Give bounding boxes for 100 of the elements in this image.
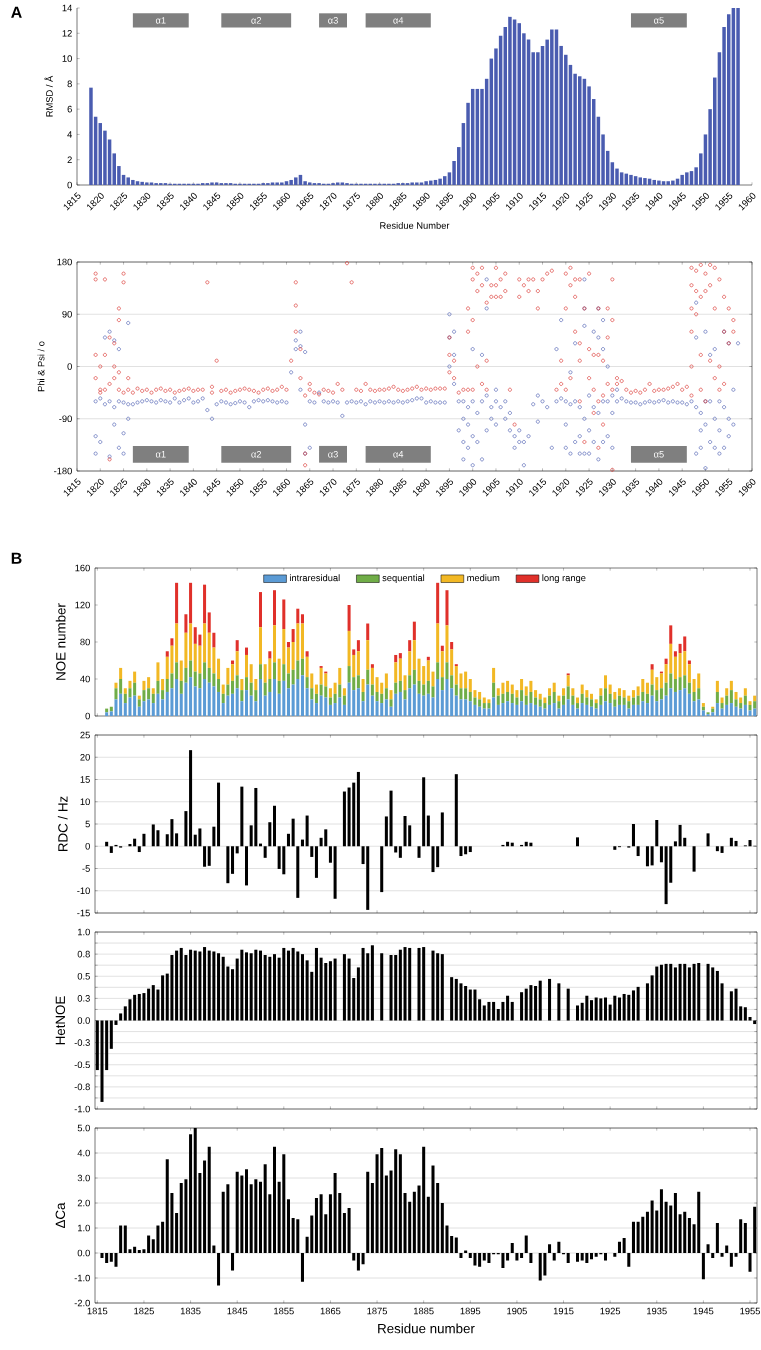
bar [445, 679, 449, 717]
bar [147, 677, 151, 689]
bar [683, 636, 687, 652]
bar [492, 667, 496, 683]
bar [664, 846, 668, 905]
bar [464, 671, 468, 689]
bar [492, 682, 496, 698]
bar [478, 699, 482, 707]
band-label: α4 [393, 451, 404, 458]
bar [510, 693, 514, 704]
bar [300, 954, 304, 1021]
bar [240, 786, 244, 847]
bar [599, 998, 603, 1021]
bar [258, 1181, 263, 1254]
bar [473, 1253, 477, 1266]
bar [119, 693, 123, 717]
bar [501, 1253, 505, 1269]
bar [398, 691, 402, 717]
bar [189, 1134, 193, 1254]
y-axis-title: RDC / Hz [57, 796, 68, 852]
band-label: α4 [393, 17, 404, 24]
bar [650, 1200, 654, 1254]
bar [179, 947, 183, 1021]
bar [552, 703, 556, 717]
bar [203, 1160, 207, 1254]
bar [286, 647, 290, 674]
bar [272, 590, 276, 626]
x-axis-title: Residue Number [380, 222, 450, 229]
bar [661, 181, 666, 185]
bar [366, 623, 370, 641]
bar [133, 671, 137, 683]
bar [627, 708, 631, 717]
bar [286, 642, 290, 648]
bar [389, 955, 393, 1021]
bar [729, 991, 733, 1021]
bar [692, 846, 696, 872]
bar [594, 1253, 598, 1257]
bar [426, 656, 430, 661]
bar [440, 812, 444, 847]
bar [175, 833, 179, 847]
bar [603, 675, 607, 689]
bar [725, 704, 729, 717]
bar [282, 1154, 286, 1254]
bar [133, 838, 137, 847]
bar [613, 846, 617, 850]
bar [189, 677, 193, 717]
bar [617, 1241, 621, 1254]
bar [715, 970, 719, 1021]
bar [147, 1235, 151, 1254]
bar [203, 679, 207, 717]
bar [193, 671, 197, 687]
bar [231, 969, 235, 1021]
bar [594, 997, 598, 1021]
bar [454, 774, 458, 847]
bar [370, 664, 374, 668]
bar [380, 846, 384, 893]
bar [384, 688, 388, 700]
bar [459, 688, 463, 700]
bar [335, 182, 340, 185]
y-tick-label: 0.5 [77, 972, 90, 980]
bar [231, 693, 235, 717]
bar [743, 688, 747, 696]
bar [534, 690, 538, 698]
bar [450, 1236, 454, 1254]
bar [697, 673, 701, 689]
bar [510, 684, 514, 694]
bar [673, 841, 677, 847]
bar [394, 682, 398, 694]
bar [356, 967, 360, 1021]
bar [142, 701, 146, 717]
bar [89, 87, 93, 185]
bar [147, 988, 151, 1021]
bar [207, 950, 211, 1021]
bar [576, 837, 580, 847]
bar [147, 699, 151, 717]
bar [254, 1179, 258, 1254]
bar [655, 820, 659, 847]
bar [333, 1173, 337, 1254]
bar [468, 846, 472, 853]
bar [638, 177, 643, 185]
bar [384, 816, 388, 847]
bar [552, 682, 556, 692]
bar [580, 703, 584, 717]
bar [673, 691, 677, 717]
bar [286, 833, 290, 847]
y-tick-label: 10 [62, 55, 72, 62]
bar [347, 958, 351, 1021]
bar [510, 1001, 514, 1021]
bar [398, 680, 402, 692]
bar [333, 846, 337, 899]
bar [650, 695, 654, 717]
bar [249, 695, 253, 717]
x-tick-label: 1935 [647, 1307, 667, 1315]
bar [454, 978, 458, 1021]
y-tick-label: 0 [85, 712, 90, 720]
bar [258, 950, 263, 1021]
bar [338, 697, 342, 717]
bar [520, 992, 524, 1021]
bar [729, 680, 733, 691]
bar [142, 993, 146, 1021]
